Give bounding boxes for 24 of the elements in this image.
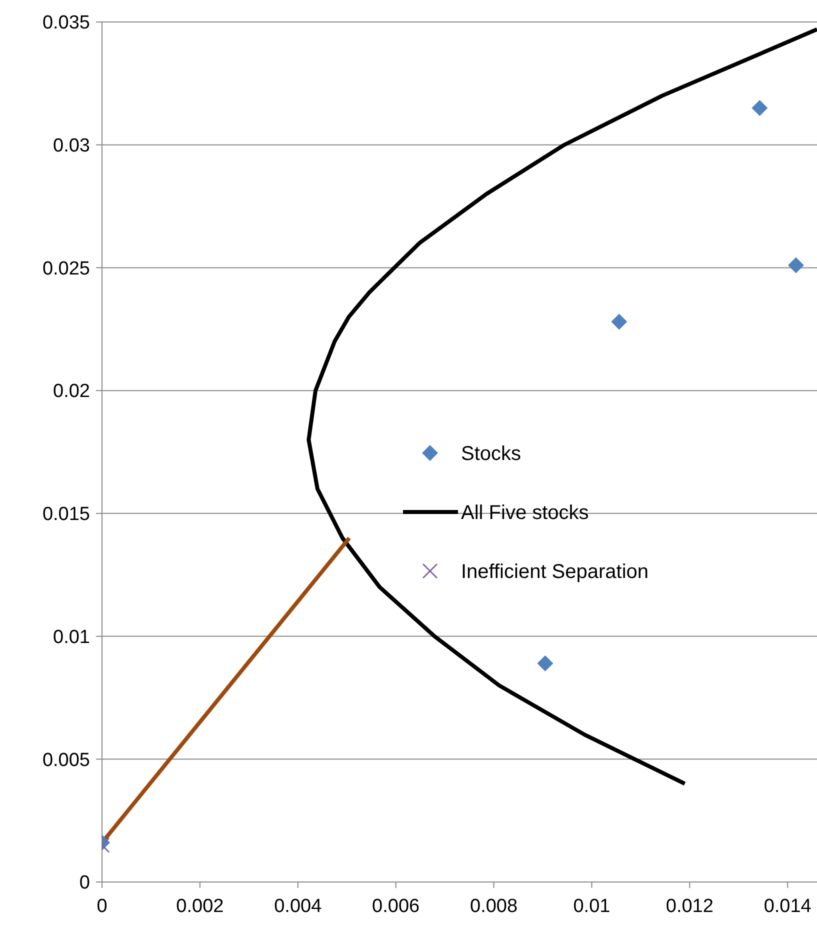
x-tick-label: 0.004 <box>274 896 322 917</box>
y-tick-label: 0.02 <box>53 381 90 402</box>
y-tick-label: 0.025 <box>42 258 90 280</box>
legend-label: Stocks <box>461 443 522 465</box>
legend-label: All Five stocks <box>461 502 589 524</box>
y-tick-label: 0.035 <box>42 12 90 34</box>
x-tick-label: 0.01 <box>573 896 610 917</box>
y-tick-label: 0.03 <box>53 136 90 157</box>
x-tick-label: 0.008 <box>470 896 518 917</box>
y-tick-label: 0.005 <box>42 750 90 771</box>
x-tick-label: 0.014 <box>764 896 812 917</box>
x-tick-label: 0.006 <box>372 896 420 917</box>
y-tick-label: 0.015 <box>42 504 90 526</box>
x-tick-label: 0.002 <box>176 896 224 917</box>
point <box>752 100 768 116</box>
y-tick-label: 0 <box>79 872 90 894</box>
point <box>537 655 554 672</box>
point <box>788 257 804 274</box>
line-series <box>306 27 817 786</box>
legend-label: Inefficient Separation <box>461 561 649 583</box>
point <box>611 314 628 330</box>
y-tick-label: 0.01 <box>53 626 90 648</box>
x-tick-label: 0.012 <box>666 896 714 917</box>
x-tick-label: 0 <box>96 896 108 917</box>
